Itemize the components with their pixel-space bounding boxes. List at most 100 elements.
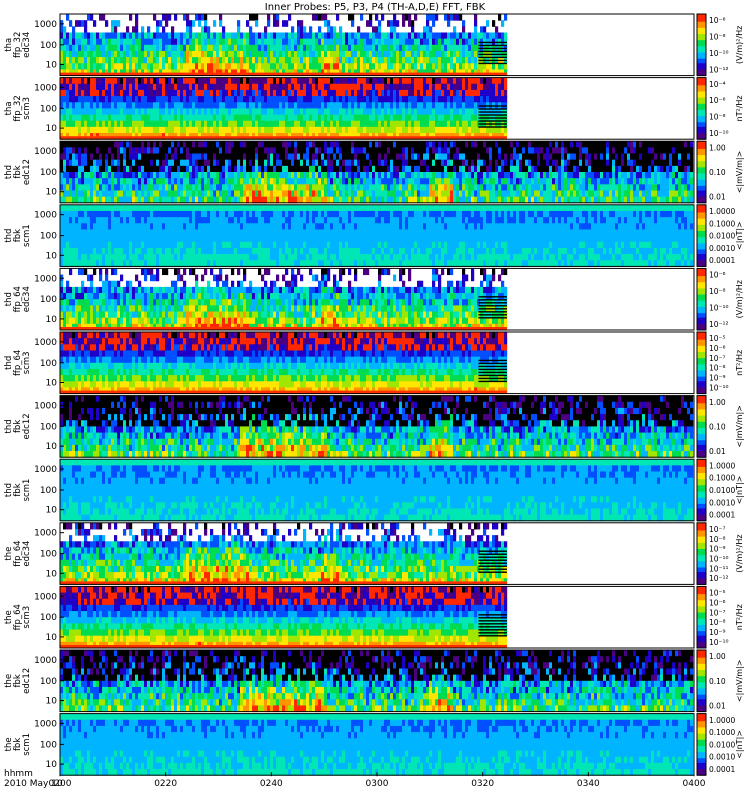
heatmap-cell: [174, 51, 177, 58]
heatmap-cell: [273, 51, 276, 58]
heatmap-cell: [417, 78, 420, 85]
heatmap-cell: [207, 32, 210, 39]
heatmap-cell: [285, 115, 288, 122]
heatmap-cell: [438, 78, 441, 85]
heatmap-cell: [483, 160, 486, 167]
heatmap-cell: [261, 84, 264, 91]
heatmap-cell: [405, 45, 408, 52]
heatmap-cell: [375, 102, 378, 109]
heatmap-cell: [465, 32, 468, 39]
heatmap-cell: [207, 178, 210, 185]
heatmap-cell: [375, 141, 378, 148]
y-axis-label: scm3: [22, 97, 32, 120]
heatmap-cell: [279, 84, 282, 91]
heatmap-cell: [324, 39, 327, 46]
heatmap-cell: [192, 115, 195, 122]
heatmap-cell: [438, 178, 441, 185]
heatmap-cell: [69, 63, 72, 70]
heatmap-cell: [162, 147, 165, 154]
heatmap-cell: [66, 14, 69, 21]
heatmap-cell: [441, 45, 444, 52]
heatmap-cell: [75, 115, 78, 122]
heatmap-cell: [354, 184, 357, 191]
heatmap-cell: [486, 178, 489, 185]
heatmap-cell: [174, 96, 177, 103]
heatmap-cell: [231, 190, 234, 197]
heatmap-cell: [537, 172, 540, 179]
heatmap-cell: [474, 90, 477, 97]
heatmap-cell: [174, 172, 177, 179]
heatmap-cell: [360, 166, 363, 173]
heatmap-cell: [111, 20, 114, 27]
heatmap-cell: [129, 45, 132, 52]
heatmap-cell: [330, 121, 333, 128]
heatmap-cell: [690, 154, 693, 161]
heatmap-cell: [132, 102, 135, 109]
heatmap-cell: [258, 160, 261, 167]
heatmap-cell: [78, 147, 81, 154]
heatmap-cell: [369, 160, 372, 167]
heatmap-cell: [150, 57, 153, 64]
heatmap-cell: [129, 121, 132, 128]
heatmap-cell: [354, 147, 357, 154]
heatmap-cell: [189, 45, 192, 52]
heatmap-cell: [213, 166, 216, 173]
heatmap-cell: [321, 178, 324, 185]
heatmap-cell: [75, 39, 78, 46]
heatmap-cell: [681, 172, 684, 179]
heatmap-cell: [327, 26, 330, 33]
heatmap-cell: [312, 57, 315, 64]
heatmap-cell: [129, 166, 132, 173]
heatmap-cell: [99, 115, 102, 122]
heatmap-cell: [531, 184, 534, 191]
heatmap-cell: [87, 96, 90, 103]
heatmap-cell: [582, 166, 585, 173]
heatmap-cell: [663, 166, 666, 173]
heatmap-cell: [246, 78, 249, 85]
heatmap-cell: [633, 190, 636, 197]
heatmap-cell: [270, 51, 273, 58]
heatmap-cell: [459, 32, 462, 39]
heatmap-cell: [219, 147, 222, 154]
heatmap-cell: [84, 115, 87, 122]
heatmap-cell: [309, 57, 312, 64]
heatmap-cell: [486, 147, 489, 154]
heatmap-cell: [360, 115, 363, 122]
heatmap-cell: [591, 190, 594, 197]
heatmap-cell: [312, 14, 315, 21]
heatmap-cell: [69, 147, 72, 154]
heatmap-cell: [318, 127, 321, 134]
heatmap-cell: [90, 51, 93, 58]
heatmap-cell: [501, 32, 504, 39]
heatmap-cell: [657, 178, 660, 185]
heatmap-cell: [300, 141, 303, 148]
heatmap-cell: [174, 121, 177, 128]
heatmap-cell: [447, 96, 450, 103]
heatmap-cell: [201, 154, 204, 161]
heatmap-cell: [69, 96, 72, 103]
heatmap-cell: [669, 147, 672, 154]
heatmap-cell: [234, 90, 237, 97]
heatmap-cell: [90, 184, 93, 191]
heatmap-cell: [129, 14, 132, 21]
heatmap-cell: [654, 190, 657, 197]
heatmap-cell: [300, 32, 303, 39]
heatmap-cell: [75, 154, 78, 161]
heatmap-cell: [189, 127, 192, 134]
heatmap-cell: [153, 160, 156, 167]
heatmap-cell: [333, 57, 336, 64]
heatmap-cell: [384, 147, 387, 154]
heatmap-cell: [96, 127, 99, 134]
heatmap-cell: [246, 178, 249, 185]
heatmap-cell: [375, 121, 378, 128]
heatmap-cell: [153, 166, 156, 173]
heatmap-cell: [144, 166, 147, 173]
heatmap-cell: [144, 32, 147, 39]
heatmap-cell: [480, 96, 483, 103]
heatmap-cell: [486, 78, 489, 85]
heatmap-cell: [69, 32, 72, 39]
heatmap-cell: [381, 108, 384, 115]
heatmap-cell: [516, 160, 519, 167]
heatmap-cell: [297, 154, 300, 161]
heatmap-cell: [267, 57, 270, 64]
